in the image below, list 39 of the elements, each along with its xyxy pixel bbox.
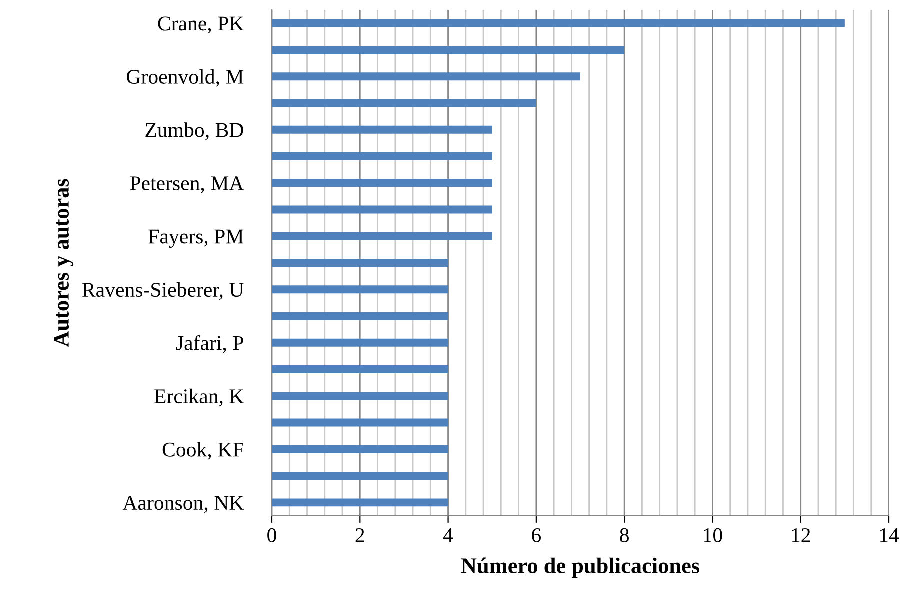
x-tick-label: 14 <box>880 528 900 542</box>
x-tick-label: 12 <box>792 528 810 542</box>
bar <box>272 152 492 160</box>
y-tick-label: Zumbo, BD <box>146 122 244 140</box>
y-tick-label: Crane, PK <box>158 16 244 34</box>
bar <box>272 206 492 214</box>
bar <box>272 46 625 54</box>
bar <box>272 72 580 81</box>
bar <box>272 99 536 108</box>
x-tick-label: 10 <box>704 528 722 542</box>
bar <box>272 418 448 427</box>
bar <box>272 286 448 294</box>
bar <box>272 472 448 480</box>
bar <box>272 338 448 347</box>
bar <box>272 19 845 28</box>
y-tick-label: Aaronson, NK <box>122 496 244 514</box>
y-tick-label: Fayers, PM <box>148 230 244 248</box>
y-tick-label: Ercikan, K <box>154 388 244 407</box>
x-tick-label: 2 <box>356 528 364 542</box>
x-tick-label: 6 <box>532 528 542 542</box>
bar <box>272 312 448 320</box>
bar <box>272 259 448 267</box>
bar <box>272 179 492 188</box>
bar <box>272 366 448 374</box>
x-tick-label: 8 <box>620 528 629 542</box>
x-axis-title: Número de publicaciones <box>461 558 700 578</box>
x-tick-label: 0 <box>268 528 276 542</box>
y-tick-label: Jafari, P <box>176 335 244 354</box>
x-tick-label: 4 <box>443 528 454 542</box>
bar <box>272 445 448 454</box>
bar <box>272 232 492 240</box>
bar <box>272 126 492 134</box>
y-tick-label: Groenvold, M <box>127 69 244 88</box>
y-tick-label: Petersen, MA <box>130 176 244 194</box>
bar <box>272 392 448 400</box>
y-axis-title: Autores y autoras <box>54 179 74 348</box>
bar <box>272 498 448 507</box>
y-tick-label: Ravens-Sieberer, U <box>82 282 244 300</box>
y-tick-label: Cook, KF <box>162 442 244 460</box>
